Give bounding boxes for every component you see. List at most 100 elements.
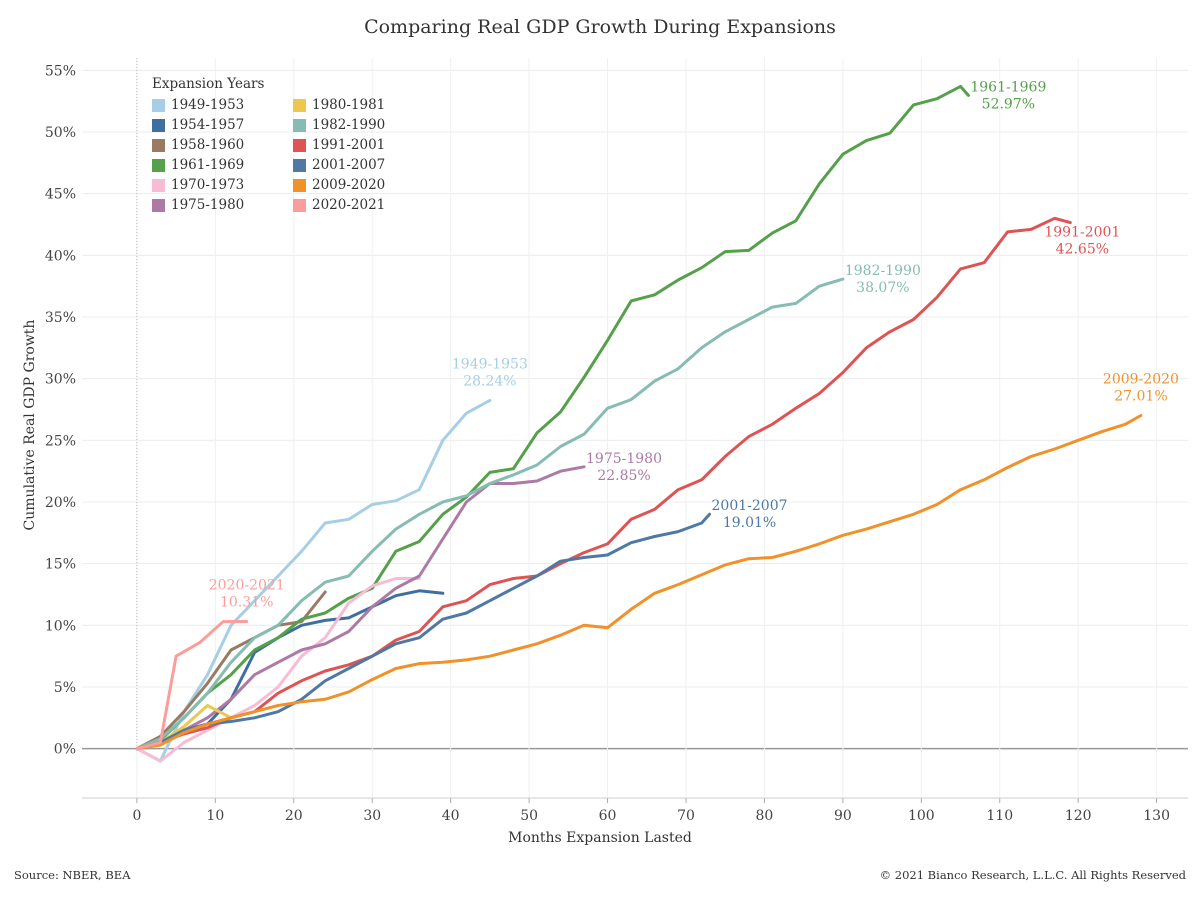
x-axis-label: Months Expansion Lasted — [508, 830, 692, 846]
x-tick-label: 0 — [132, 808, 141, 824]
legend-label: 1961-1969 — [171, 157, 245, 173]
series-line-1970-1973 — [135, 577, 421, 763]
x-tick-label: 40 — [442, 808, 460, 824]
legend-items: 1949-1953 1954-1957 1958-1960 1961-1969 1970… — [152, 95, 413, 215]
legend: Expansion Years 1949-1953 1954-1957 1958-1… — [152, 76, 413, 215]
series-end-name-label: 1982-1990 — [845, 263, 921, 279]
x-tick-label: 60 — [599, 808, 617, 824]
series-line-2020-2021 — [135, 620, 249, 751]
y-tick-label: 55% — [45, 63, 76, 79]
legend-item: 1991-2001 — [293, 135, 413, 155]
series-line-2001-2007 — [135, 512, 711, 751]
y-tick-label: 40% — [45, 248, 76, 264]
x-tick-label: 110 — [986, 808, 1013, 824]
legend-item: 1970-1973 — [152, 175, 293, 195]
chart-title: Comparing Real GDP Growth During Expansi… — [364, 16, 836, 38]
legend-swatch — [152, 98, 165, 112]
legend-label: 1982-1990 — [312, 117, 386, 133]
y-axis-label: Cumulative Real GDP Growth — [22, 319, 38, 531]
legend-label: 1954-1957 — [171, 117, 245, 133]
grid — [82, 58, 1188, 798]
axes: 0% 5% 10% 15% 20% 25% 30% 35% 40% 45% 50% 55% 0 10 20 3… — [45, 63, 1188, 824]
series-line-1982-1990 — [135, 277, 845, 751]
x-tick-label: 100 — [908, 808, 935, 824]
legend-item: 1980-1981 — [293, 95, 413, 115]
source-note: Source: NBER, BEA — [14, 868, 131, 882]
series-end-value-label: 10.31% — [220, 595, 273, 611]
legend-label: 1991-2001 — [312, 137, 386, 153]
x-tick-label: 80 — [756, 808, 774, 824]
y-tick-label: 30% — [45, 372, 76, 388]
end-labels: 1949-195328.24%1961-196952.97%1975-19802… — [209, 79, 1179, 610]
legend-swatch — [152, 178, 165, 192]
x-tick-label: 130 — [1143, 808, 1170, 824]
legend-item: 2020-2021 — [293, 195, 413, 215]
legend-label: 1958-1960 — [171, 137, 245, 153]
series-line-1958-1960 — [135, 590, 327, 751]
series-end-name-label: 1949-1953 — [452, 356, 528, 372]
series-end-value-label: 19.01% — [723, 515, 776, 531]
y-tick-label: 35% — [45, 310, 76, 326]
copyright-note: © 2021 Bianco Research, L.L.C. All Right… — [879, 868, 1186, 882]
series-end-name-label: 1991-2001 — [1044, 225, 1120, 241]
x-tick-label: 50 — [520, 808, 538, 824]
series-end-name-label: 2020-2021 — [209, 578, 285, 594]
series-end-value-label: 27.01% — [1114, 389, 1167, 405]
legend-label: 2009-2020 — [312, 177, 386, 193]
legend-label: 1975-1980 — [171, 197, 245, 213]
series-end-value-label: 22.85% — [597, 468, 650, 484]
legend-item: 1982-1990 — [293, 115, 413, 135]
x-tick-label: 20 — [285, 808, 303, 824]
y-tick-label: 5% — [54, 680, 76, 696]
y-tick-label: 15% — [45, 557, 76, 573]
legend-swatch — [152, 198, 165, 212]
legend-item: 1954-1957 — [152, 115, 293, 135]
legend-swatch — [152, 118, 165, 132]
series-line-1961-1969 — [135, 84, 970, 751]
y-tick-label: 45% — [45, 187, 76, 203]
legend-label: 2001-2007 — [312, 157, 386, 173]
x-tick-label: 70 — [677, 808, 695, 824]
series-end-value-label: 42.65% — [1056, 242, 1109, 258]
legend-item: 2001-2007 — [293, 155, 413, 175]
legend-item: 1961-1969 — [152, 155, 293, 175]
legend-item: 1949-1953 — [152, 95, 293, 115]
legend-label: 1980-1981 — [312, 97, 386, 113]
legend-item: 1958-1960 — [152, 135, 293, 155]
x-tick-label: 10 — [206, 808, 224, 824]
legend-swatch — [293, 198, 306, 212]
legend-item: 1975-1980 — [152, 195, 293, 215]
legend-swatch — [293, 178, 306, 192]
y-tick-label: 50% — [45, 125, 76, 141]
legend-swatch — [152, 138, 165, 152]
series-lines — [135, 84, 1143, 763]
x-tick-label: 30 — [363, 808, 381, 824]
series-end-value-label: 52.97% — [982, 96, 1035, 112]
series-line-2009-2020 — [135, 414, 1143, 751]
legend-title: Expansion Years — [152, 76, 265, 92]
y-tick-label: 10% — [45, 618, 76, 634]
y-tick-label: 25% — [45, 433, 76, 449]
x-tick-label: 90 — [834, 808, 852, 824]
legend-item: 2009-2020 — [293, 175, 413, 195]
series-end-name-label: 1975-1980 — [586, 451, 662, 467]
y-tick-label: 0% — [54, 742, 76, 758]
legend-swatch — [293, 98, 306, 112]
series-line-1949-1953 — [135, 398, 492, 763]
y-tick-label: 20% — [45, 495, 76, 511]
legend-label: 1970-1973 — [171, 177, 245, 193]
x-tick-label: 120 — [1065, 808, 1092, 824]
legend-label: 2020-2021 — [312, 197, 386, 213]
series-line-1975-1980 — [135, 465, 586, 751]
series-end-value-label: 28.24% — [463, 373, 516, 389]
legend-swatch — [152, 158, 165, 172]
legend-swatch — [293, 118, 306, 132]
legend-swatch — [293, 158, 306, 172]
legend-label: 1949-1953 — [171, 97, 245, 113]
series-end-name-label: 2001-2007 — [712, 498, 788, 514]
series-end-value-label: 38.07% — [856, 280, 909, 296]
legend-swatch — [293, 138, 306, 152]
series-end-name-label: 1961-1969 — [970, 79, 1046, 95]
series-end-name-label: 2009-2020 — [1103, 372, 1179, 388]
